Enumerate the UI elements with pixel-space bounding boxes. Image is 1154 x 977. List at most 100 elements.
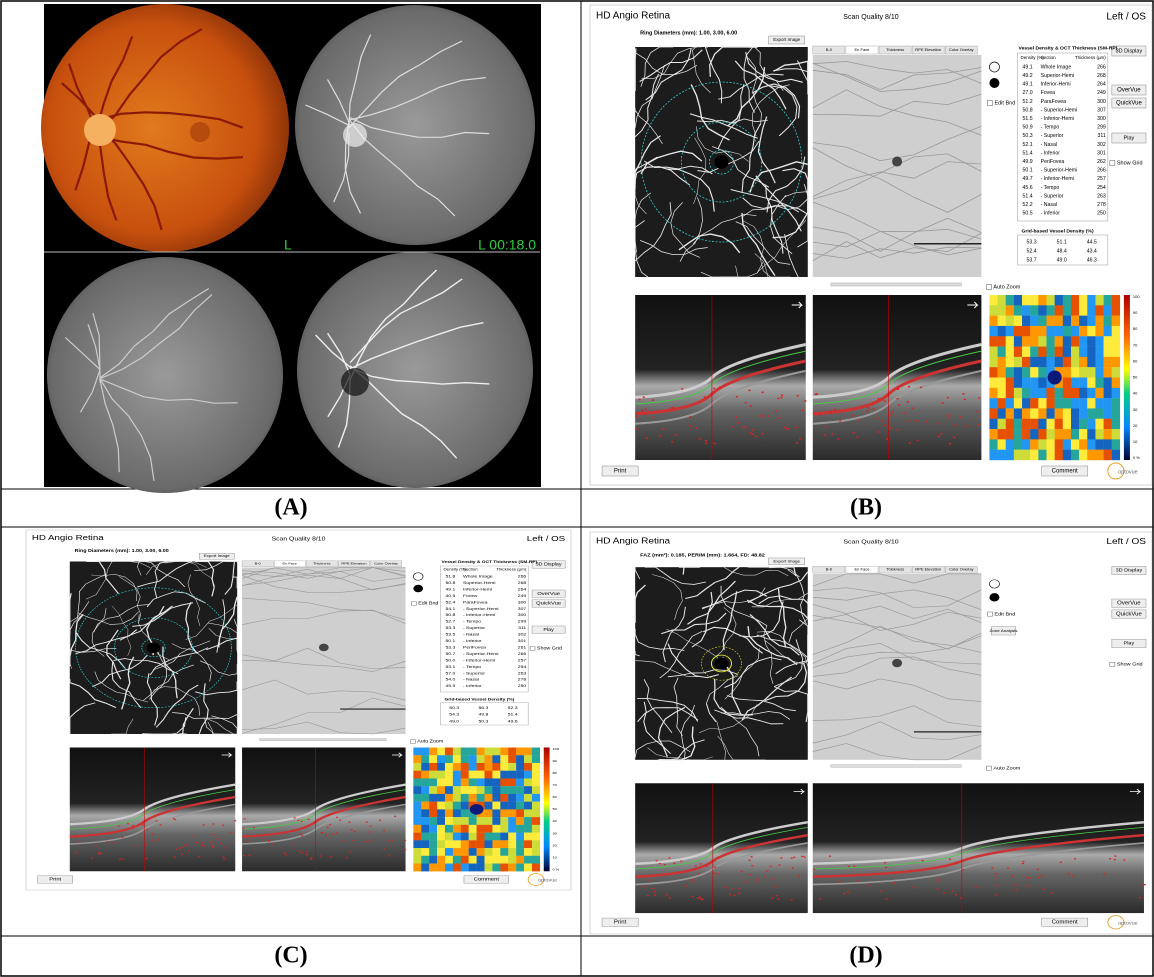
flow (244, 818, 246, 819)
flow (308, 819, 310, 820)
table-cell: 54.3 (449, 712, 459, 716)
flow (213, 834, 215, 835)
table-cell: 264 (518, 587, 527, 591)
density-cell (1071, 336, 1079, 347)
density-cell (1030, 336, 1038, 347)
flow (917, 440, 919, 442)
density-cell (524, 794, 532, 802)
flow (692, 896, 694, 897)
density-cell (532, 840, 540, 848)
flow (893, 883, 895, 884)
density-cell (1006, 336, 1014, 347)
table-cell: Inferior-Hemi (1041, 82, 1071, 88)
density-cell (429, 763, 437, 771)
tab-label: RPE Elevation (915, 568, 941, 572)
density-cell (500, 786, 508, 794)
flow (837, 881, 839, 882)
density-cell (421, 786, 429, 794)
density-cell (1046, 336, 1054, 347)
flow (188, 850, 190, 851)
flow (699, 897, 701, 898)
checkbox[interactable] (530, 647, 535, 651)
density-cell (1079, 429, 1087, 440)
slider[interactable] (831, 283, 961, 286)
flow (991, 867, 993, 868)
slider[interactable] (260, 739, 387, 741)
app-title: HD Angio Retina (596, 11, 671, 22)
density-cell (532, 755, 540, 763)
flow (771, 897, 773, 898)
density-cell (1046, 295, 1054, 306)
flow (947, 397, 949, 399)
flow (915, 420, 917, 422)
checkbox[interactable] (410, 740, 415, 744)
table-cell: 49.2 (1023, 73, 1033, 79)
brand: optovue (538, 878, 557, 883)
flow (196, 842, 198, 843)
table-cell: 268 (518, 581, 527, 585)
flow (182, 846, 184, 847)
table-cell: ParaFovea (1041, 99, 1067, 105)
brightness-icon (413, 573, 423, 581)
checkbox[interactable] (1110, 662, 1115, 666)
density-cell (500, 755, 508, 763)
flow (890, 415, 892, 417)
flow (193, 835, 195, 836)
checkbox[interactable] (1110, 161, 1115, 166)
flow (691, 881, 693, 882)
density-cell (1030, 357, 1038, 368)
tab-label: En Face (283, 562, 298, 565)
checkbox[interactable] (987, 101, 992, 106)
density-cell (532, 794, 540, 802)
density-cell (413, 833, 421, 841)
flow (964, 399, 966, 401)
table-cell: 51.4 (1023, 150, 1033, 156)
table-cell: 50.8 (1023, 107, 1033, 113)
checkbox-label: Edit Bnd (994, 612, 1015, 617)
flow (690, 425, 692, 427)
density-cell (1112, 367, 1120, 378)
brightness-icon (989, 62, 999, 72)
flow (145, 858, 147, 859)
brand: optovue (1118, 469, 1138, 475)
flow (1068, 873, 1070, 874)
table-cell: 52.1 (1023, 142, 1033, 148)
density-cell (1071, 357, 1079, 368)
density-cell (1079, 439, 1087, 450)
flow (1103, 873, 1105, 874)
density-cell (1006, 357, 1014, 368)
table-cell: 257 (1097, 176, 1106, 182)
checkbox[interactable] (987, 612, 992, 616)
density-cell (1095, 305, 1103, 316)
flow (106, 833, 108, 834)
density-cell (1014, 450, 1022, 461)
density-cell (1063, 357, 1071, 368)
flow (714, 867, 716, 868)
density-cell (453, 748, 461, 756)
density-cell (1030, 316, 1038, 327)
flow (146, 844, 148, 845)
flow (804, 856, 806, 857)
checkbox[interactable] (986, 285, 991, 290)
flow (791, 858, 793, 859)
flow (379, 820, 381, 821)
checkbox[interactable] (411, 602, 416, 606)
table-cell: 52.4 (445, 600, 455, 604)
flow (772, 878, 774, 879)
slider[interactable] (831, 765, 961, 768)
checkbox[interactable] (986, 766, 991, 770)
density-cell (461, 794, 469, 802)
button-label: Comment (1052, 920, 1079, 925)
flow (1114, 855, 1116, 856)
flow (831, 433, 833, 435)
density-cell (1006, 429, 1014, 440)
density-cell (469, 771, 477, 779)
flow (714, 443, 716, 445)
density-cell (1046, 450, 1054, 461)
button-label: QuickVue (1116, 101, 1142, 107)
density-cell (998, 305, 1006, 316)
tab-label: Thickness (886, 568, 904, 572)
checkbox-label: Show Grid (537, 646, 562, 651)
density-cell (1079, 316, 1087, 327)
table-cell: - Inferior (1041, 211, 1061, 217)
